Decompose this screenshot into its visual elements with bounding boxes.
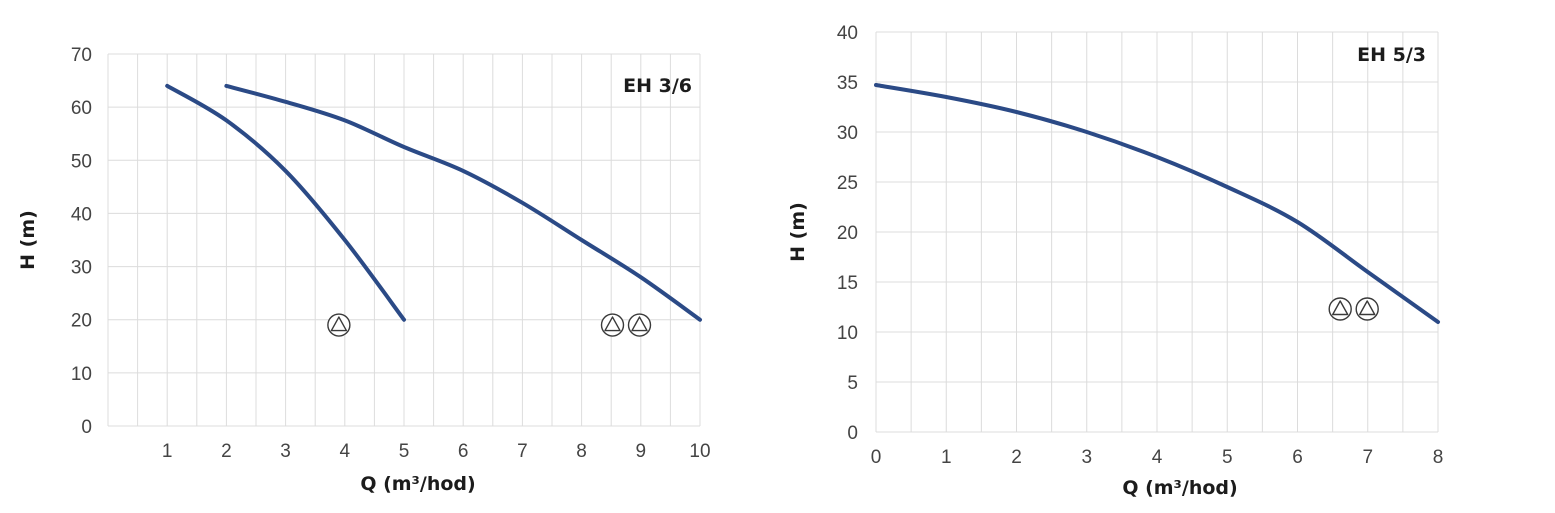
y-tick-label: 50 bbox=[71, 151, 92, 172]
x-tick-label: 1 bbox=[941, 447, 952, 468]
y-tick-label: 25 bbox=[837, 173, 858, 194]
y-tick-label: 10 bbox=[71, 364, 92, 385]
series-line bbox=[165, 83, 406, 322]
y-tick-label: 70 bbox=[71, 45, 92, 66]
x-tick-label: 3 bbox=[1081, 447, 1092, 468]
chart-eh-5-3: 0 1 2 3 4 5 6 7 8 0 5 10 15 20 25 30 35 40 Q (m³/hod) H (m)… bbox=[787, 23, 1443, 499]
chart-eh-3-6: 1 2 3 4 5 6 7 8 9 10 0 10 20 30 40 50 60 70 Q (m³/hod) H (m… bbox=[17, 45, 711, 495]
pump-icon bbox=[1328, 297, 1352, 321]
x-tick-label: 7 bbox=[517, 441, 528, 462]
y-axis-title: H (m) bbox=[17, 210, 39, 270]
x-tick-label: 3 bbox=[280, 441, 291, 462]
x-tick-label: 4 bbox=[340, 441, 351, 462]
pump-icon bbox=[1355, 297, 1379, 321]
y-tick-label: 60 bbox=[71, 98, 92, 119]
x-tick-label: 2 bbox=[221, 441, 232, 462]
x-tick-label: 6 bbox=[458, 441, 469, 462]
series-line bbox=[224, 83, 702, 322]
grid bbox=[107, 53, 701, 427]
chart-title: EH 5/3 bbox=[1357, 44, 1426, 66]
x-tick-label: 10 bbox=[689, 441, 710, 462]
y-tick-label: 20 bbox=[71, 311, 92, 332]
grid bbox=[875, 31, 1439, 433]
y-tick-label: 30 bbox=[71, 258, 92, 279]
y-tick-label: 35 bbox=[837, 73, 858, 94]
y-tick-label: 30 bbox=[837, 123, 858, 144]
y-tick-label: 10 bbox=[837, 323, 858, 344]
x-tick-label: 8 bbox=[576, 441, 587, 462]
x-axis-title: Q (m³/hod) bbox=[1122, 477, 1237, 499]
y-tick-label: 0 bbox=[847, 423, 858, 444]
pump-icon bbox=[600, 313, 625, 337]
pump-icon bbox=[327, 313, 351, 337]
x-tick-label: 8 bbox=[1433, 447, 1444, 468]
x-tick-label: 1 bbox=[162, 441, 173, 462]
x-tick-label: 5 bbox=[1222, 447, 1233, 468]
x-tick-label: 9 bbox=[636, 441, 647, 462]
y-axis-title: H (m) bbox=[787, 202, 809, 262]
y-tick-label: 15 bbox=[837, 273, 858, 294]
chart-title: EH 3/6 bbox=[623, 75, 692, 97]
y-tick-label: 5 bbox=[847, 373, 858, 394]
x-tick-label: 6 bbox=[1292, 447, 1303, 468]
x-tick-label: 4 bbox=[1152, 447, 1163, 468]
y-tick-label: 0 bbox=[81, 417, 92, 438]
y-tick-label: 40 bbox=[837, 23, 858, 44]
x-tick-label: 5 bbox=[399, 441, 410, 462]
x-tick-label: 7 bbox=[1362, 447, 1373, 468]
pump-icon bbox=[627, 313, 652, 337]
x-axis-title: Q (m³/hod) bbox=[360, 473, 475, 495]
x-tick-label: 2 bbox=[1011, 447, 1022, 468]
series-line bbox=[874, 83, 1440, 324]
y-tick-label: 40 bbox=[71, 204, 92, 225]
x-tick-label: 0 bbox=[871, 447, 882, 468]
y-tick-label: 20 bbox=[837, 223, 858, 244]
